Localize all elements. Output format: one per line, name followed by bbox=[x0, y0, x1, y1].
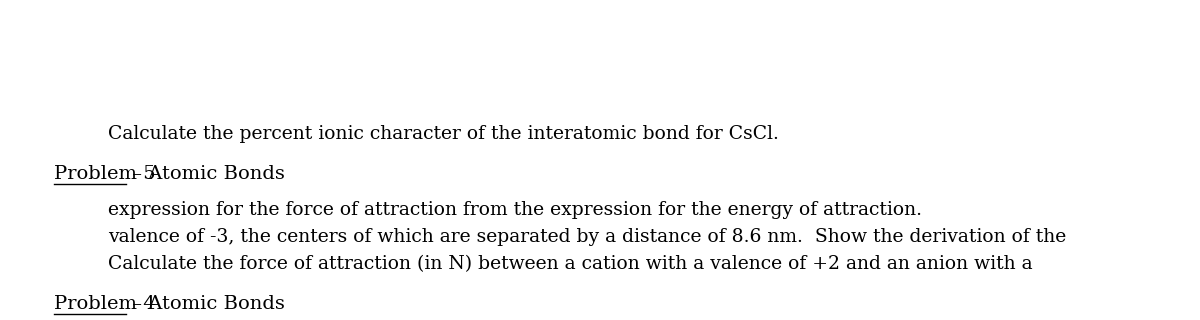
Text: valence of -3, the centers of which are separated by a distance of 8.6 nm.  Show: valence of -3, the centers of which are … bbox=[108, 228, 1067, 246]
Text: Problem 5: Problem 5 bbox=[54, 165, 156, 183]
Text: Problem 4: Problem 4 bbox=[54, 295, 156, 313]
Text: Calculate the percent ionic character of the interatomic bond for CsCl.: Calculate the percent ionic character of… bbox=[108, 125, 779, 143]
Text: expression for the force of attraction from the expression for the energy of att: expression for the force of attraction f… bbox=[108, 201, 922, 219]
Text: Calculate the force of attraction (in N) between a cation with a valence of +2 a: Calculate the force of attraction (in N)… bbox=[108, 255, 1033, 273]
Text: – Atomic Bonds: – Atomic Bonds bbox=[126, 165, 284, 183]
Text: – Atomic Bonds: – Atomic Bonds bbox=[126, 295, 284, 313]
